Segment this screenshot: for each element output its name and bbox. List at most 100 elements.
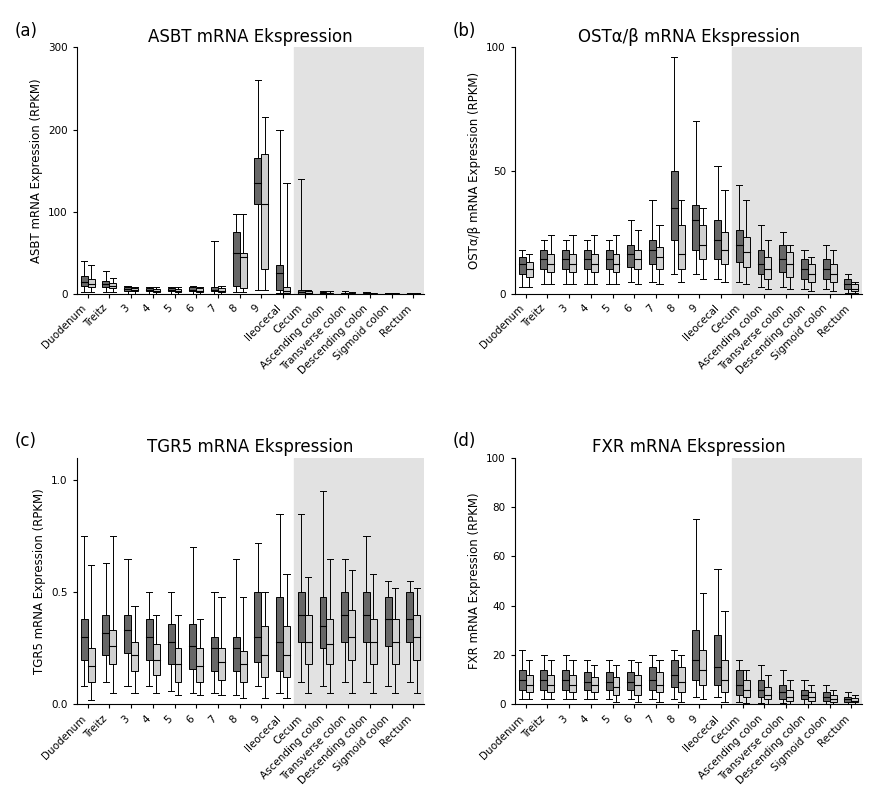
Bar — [525, 675, 532, 692]
Bar — [851, 284, 858, 291]
Bar — [677, 225, 684, 270]
Bar — [634, 675, 641, 695]
Bar — [413, 615, 420, 659]
Bar — [218, 288, 225, 292]
Bar — [87, 648, 94, 682]
Bar — [211, 287, 218, 291]
Bar — [80, 276, 87, 286]
Bar — [649, 240, 656, 265]
Bar — [801, 690, 808, 700]
Bar — [570, 675, 576, 692]
Bar — [808, 692, 815, 700]
Bar — [786, 252, 793, 277]
Bar — [584, 672, 591, 690]
Bar — [239, 650, 246, 682]
Bar — [196, 288, 203, 292]
Bar — [801, 259, 808, 279]
Bar — [823, 259, 830, 279]
Bar — [109, 630, 117, 664]
Bar — [677, 667, 684, 692]
Bar — [189, 287, 196, 291]
Bar — [294, 48, 424, 294]
Bar — [146, 619, 153, 659]
Bar — [348, 610, 355, 659]
Bar — [606, 249, 613, 270]
Bar — [613, 677, 620, 695]
Bar — [736, 670, 743, 695]
Bar — [562, 249, 570, 270]
Bar — [627, 672, 634, 690]
Bar — [175, 648, 181, 682]
Bar — [732, 458, 862, 705]
Bar — [305, 291, 312, 294]
Bar — [254, 158, 261, 203]
Bar — [261, 626, 268, 678]
Title: FXR mRNA Ekspression: FXR mRNA Ekspression — [592, 438, 785, 456]
Bar — [125, 615, 131, 653]
Bar — [786, 690, 793, 700]
Bar — [196, 648, 203, 682]
Bar — [851, 698, 858, 702]
Bar — [168, 624, 175, 664]
Bar — [370, 619, 377, 664]
Bar — [218, 648, 225, 679]
Bar — [591, 254, 598, 272]
Bar — [714, 635, 721, 684]
Y-axis label: OSTα/β mRNA Expression (RPKM): OSTα/β mRNA Expression (RPKM) — [468, 72, 480, 270]
Bar — [298, 290, 305, 294]
Bar — [305, 615, 312, 664]
Bar — [261, 154, 268, 270]
Bar — [830, 695, 836, 702]
Bar — [341, 592, 348, 642]
Bar — [823, 692, 830, 700]
Bar — [570, 254, 576, 272]
Bar — [779, 684, 786, 700]
Bar — [153, 289, 160, 292]
Bar — [721, 232, 728, 265]
Bar — [294, 458, 424, 705]
Bar — [320, 292, 327, 294]
Bar — [547, 675, 555, 692]
Bar — [168, 288, 175, 291]
Bar — [699, 225, 706, 259]
Bar — [613, 254, 620, 272]
Text: (c): (c) — [14, 433, 36, 450]
Bar — [562, 670, 570, 690]
Bar — [211, 638, 218, 671]
Bar — [320, 596, 327, 648]
Bar — [547, 254, 555, 272]
Bar — [518, 670, 525, 690]
Bar — [131, 288, 138, 291]
Bar — [606, 672, 613, 690]
Bar — [276, 266, 283, 290]
Text: (d): (d) — [452, 433, 476, 450]
Bar — [254, 592, 261, 662]
Bar — [283, 626, 290, 678]
Bar — [80, 619, 87, 659]
Bar — [765, 687, 772, 700]
Bar — [714, 220, 721, 259]
Title: TGR5 mRNA Ekspression: TGR5 mRNA Ekspression — [147, 438, 354, 456]
Text: (b): (b) — [452, 22, 476, 40]
Y-axis label: ASBT mRNA Expression (RPKM): ASBT mRNA Expression (RPKM) — [30, 78, 42, 263]
Bar — [765, 257, 772, 279]
Title: OSTα/β mRNA Ekspression: OSTα/β mRNA Ekspression — [577, 27, 799, 46]
Bar — [363, 592, 370, 642]
Bar — [87, 279, 94, 287]
Bar — [844, 697, 851, 702]
Bar — [758, 249, 765, 274]
Bar — [671, 170, 677, 240]
Y-axis label: FXR mRNA Expression (RPKM): FXR mRNA Expression (RPKM) — [468, 493, 480, 669]
Bar — [758, 679, 765, 697]
Bar — [540, 249, 547, 270]
Bar — [391, 619, 398, 664]
Bar — [671, 660, 677, 687]
Bar — [779, 245, 786, 272]
Bar — [327, 293, 334, 294]
Bar — [233, 232, 239, 286]
Bar — [175, 289, 181, 292]
Bar — [525, 262, 532, 277]
Text: (a): (a) — [14, 22, 37, 40]
Bar — [656, 672, 663, 692]
Bar — [131, 642, 138, 671]
